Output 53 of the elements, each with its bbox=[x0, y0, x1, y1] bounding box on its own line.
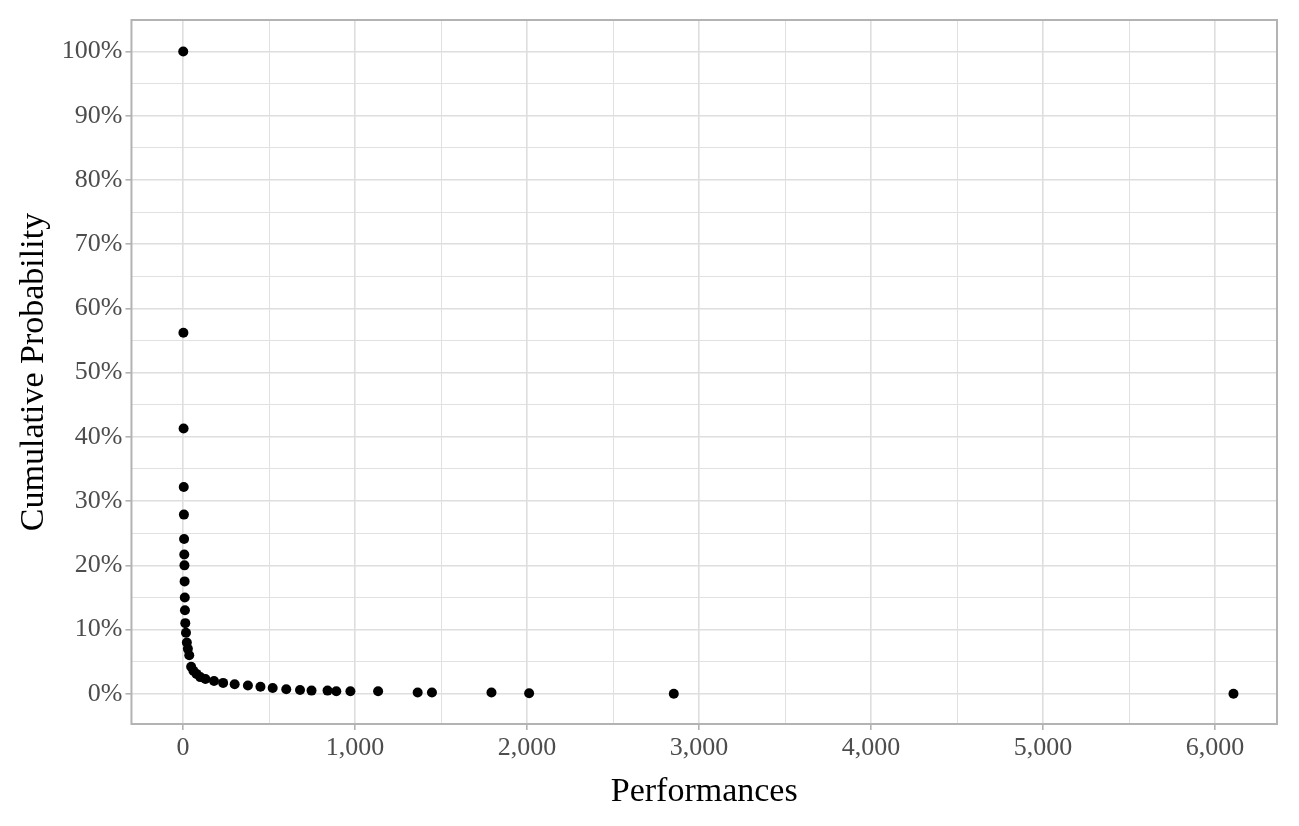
point bbox=[331, 686, 342, 697]
point bbox=[281, 684, 292, 695]
point bbox=[179, 534, 190, 545]
point bbox=[345, 686, 356, 697]
point bbox=[209, 675, 220, 686]
y-tick-label: 70% bbox=[74, 228, 123, 257]
point bbox=[218, 677, 229, 688]
point bbox=[524, 688, 535, 699]
point bbox=[1228, 688, 1239, 699]
x-tick-label: 5,000 bbox=[1013, 732, 1073, 762]
x-tick-label: 3,000 bbox=[669, 732, 729, 762]
point bbox=[267, 683, 278, 694]
point bbox=[255, 681, 266, 692]
y-axis-title: Cumulative Probability bbox=[13, 212, 51, 532]
x-tick-label: 6,000 bbox=[1185, 732, 1245, 762]
point bbox=[412, 687, 423, 698]
y-tick-label: 0% bbox=[87, 677, 123, 707]
point bbox=[295, 684, 306, 695]
point bbox=[179, 549, 190, 560]
y-tick-label: 20% bbox=[74, 549, 123, 579]
y-tick-label: 50% bbox=[74, 356, 123, 386]
point bbox=[486, 687, 497, 698]
point bbox=[178, 46, 189, 57]
point bbox=[184, 650, 195, 661]
x-tick-label: 0 bbox=[176, 732, 190, 762]
point bbox=[306, 685, 317, 696]
point bbox=[373, 686, 384, 697]
x-axis-title: Performances bbox=[610, 770, 798, 808]
point bbox=[179, 605, 190, 616]
point bbox=[180, 618, 191, 629]
point bbox=[178, 481, 189, 492]
point bbox=[668, 688, 679, 699]
point bbox=[179, 576, 190, 587]
y-tick-label: 30% bbox=[74, 484, 123, 514]
point bbox=[426, 687, 437, 698]
point bbox=[179, 560, 190, 571]
point bbox=[180, 627, 191, 638]
point bbox=[229, 679, 240, 690]
point bbox=[200, 674, 211, 685]
point bbox=[178, 423, 189, 434]
point bbox=[179, 592, 190, 603]
y-tick-label: 80% bbox=[74, 163, 123, 193]
x-tick-label: 2,000 bbox=[497, 732, 557, 762]
y-tick-label: 90% bbox=[74, 99, 123, 129]
point bbox=[178, 509, 189, 520]
y-tick-label: 60% bbox=[74, 292, 123, 322]
y-tick-label: 40% bbox=[74, 420, 123, 450]
y-tick-label: 10% bbox=[74, 613, 123, 643]
x-tick-label: 4,000 bbox=[841, 732, 901, 762]
point bbox=[242, 680, 253, 691]
x-tick-label: 1,000 bbox=[325, 732, 385, 762]
y-tick-label: 100% bbox=[61, 35, 123, 65]
point bbox=[178, 327, 189, 338]
